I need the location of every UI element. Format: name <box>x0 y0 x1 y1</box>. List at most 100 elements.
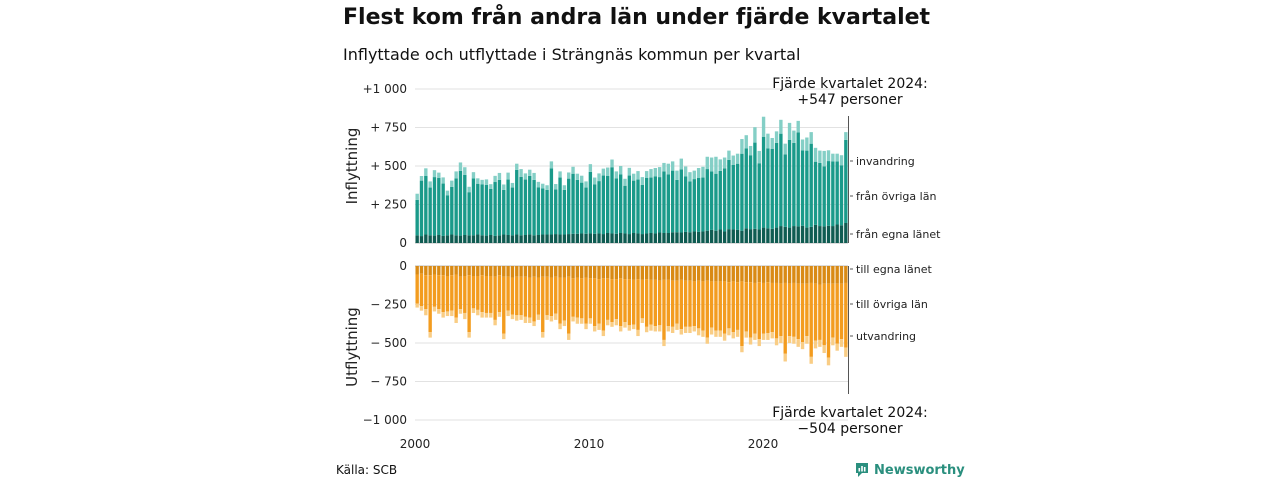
bar-outflow-segment <box>497 266 502 276</box>
bar-inflow-segment <box>731 164 735 230</box>
bar-outflow-segment <box>588 318 593 324</box>
bar-outflow-segment <box>506 310 510 317</box>
bar-outflow-segment <box>727 328 731 336</box>
bar-inflow-segment <box>787 227 792 243</box>
bar-outflow-segment <box>644 326 649 333</box>
bar-outflow-segment <box>424 309 428 316</box>
bar-inflow-segment <box>662 171 666 233</box>
bar-outflow-segment <box>506 266 510 277</box>
bar-outflow-segment <box>623 322 627 328</box>
bar-inflow-segment <box>623 233 627 243</box>
bar-outflow-segment <box>818 266 822 285</box>
bar-outflow-segment <box>631 324 636 330</box>
bar-outflow-segment <box>484 312 489 318</box>
bar-inflow-segment <box>770 228 774 243</box>
bar-inflow-segment <box>831 161 835 227</box>
bar-outflow-segment <box>787 266 792 284</box>
bar-outflow-segment <box>580 266 584 279</box>
bar-inflow-segment <box>450 186 454 235</box>
bar-inflow-segment <box>519 176 523 236</box>
bar-inflow-segment <box>610 167 614 234</box>
x-tick-label: 2000 <box>400 437 431 451</box>
bar-outflow-segment <box>766 266 770 283</box>
bar-inflow-segment <box>419 176 424 181</box>
bar-outflow-segment <box>493 266 497 277</box>
bar-inflow-segment <box>571 173 575 234</box>
bar-inflow-segment <box>636 171 640 180</box>
bar-outflow-segment <box>805 336 809 344</box>
bar-inflow-segment <box>575 173 580 180</box>
bar-outflow-segment <box>809 356 813 364</box>
bar-outflow-segment <box>718 330 722 337</box>
bar-inflow-segment <box>805 150 809 228</box>
bar-outflow-segment <box>735 266 740 283</box>
bar-outflow-segment <box>580 318 584 324</box>
bar-outflow-segment <box>532 266 536 277</box>
y-tick-label-inflow: 0 <box>399 236 407 250</box>
bar-inflow-segment <box>415 199 419 236</box>
bar-inflow-segment <box>497 172 502 180</box>
bar-outflow-segment <box>709 281 714 328</box>
bar-inflow-segment <box>826 161 831 226</box>
bar-inflow-segment <box>536 187 541 235</box>
bar-outflow-segment <box>562 266 567 278</box>
bar-outflow-segment <box>844 347 848 357</box>
bar-inflow-segment <box>580 233 584 243</box>
bar-inflow-segment <box>476 234 480 243</box>
bar-outflow-segment <box>779 283 783 337</box>
bar-outflow-segment <box>610 322 614 327</box>
bar-outflow-segment <box>601 266 606 279</box>
bar-outflow-segment <box>636 266 640 280</box>
bar-inflow-segment <box>502 234 506 243</box>
bar-inflow-segment <box>649 169 653 178</box>
bar-inflow-segment <box>463 167 467 175</box>
bar-inflow-segment <box>731 155 735 165</box>
bar-outflow-segment <box>432 306 437 312</box>
bar-outflow-segment <box>826 357 831 366</box>
bar-outflow-segment <box>506 276 510 311</box>
bar-outflow-segment <box>831 337 835 346</box>
bar-outflow-segment <box>601 278 606 331</box>
series-label: från egna länet <box>856 228 941 241</box>
bar-inflow-segment <box>675 179 679 233</box>
bar-outflow-segment <box>670 266 675 281</box>
bar-inflow-segment <box>519 169 523 177</box>
bar-outflow-segment <box>792 336 796 344</box>
bar-outflow-segment <box>636 329 640 337</box>
bar-inflow-segment <box>657 167 662 178</box>
annotation-top-line1: Fjärde kvartalet 2024: <box>772 76 928 92</box>
bar-inflow-segment <box>753 228 757 243</box>
bar-outflow-segment <box>528 317 532 323</box>
bar-inflow-segment <box>458 162 463 171</box>
bar-inflow-segment <box>510 187 515 236</box>
bar-outflow-segment <box>562 277 567 321</box>
bar-outflow-segment <box>822 283 826 346</box>
bar-inflow-segment <box>740 153 744 231</box>
bar-outflow-segment <box>489 266 493 277</box>
bar-outflow-segment <box>783 282 787 354</box>
bar-outflow-segment <box>722 266 727 282</box>
bar-outflow-segment <box>701 266 705 282</box>
bar-inflow-segment <box>640 234 645 243</box>
bar-outflow-segment <box>770 266 774 283</box>
bar-inflow-segment <box>666 163 670 175</box>
bar-outflow-segment <box>554 276 558 314</box>
bar-inflow-segment <box>424 168 428 177</box>
bar-outflow-segment <box>541 266 545 277</box>
bar-inflow-segment <box>593 184 597 234</box>
bar-inflow-segment <box>735 153 740 164</box>
bar-inflow-segment <box>831 226 835 243</box>
bar-outflow-segment <box>597 279 601 324</box>
bar-inflow-segment <box>549 234 554 243</box>
bar-inflow-segment <box>783 226 787 243</box>
bar-outflow-segment <box>575 317 580 324</box>
bar-inflow-segment <box>593 177 597 185</box>
bar-inflow-segment <box>415 235 419 243</box>
y-tick-label-inflow: +1 000 <box>363 82 407 96</box>
bar-inflow-segment <box>580 182 584 234</box>
bar-outflow-segment <box>627 279 632 326</box>
bar-inflow-segment <box>541 234 545 243</box>
bar-outflow-segment <box>805 283 809 337</box>
bar-inflow-segment <box>753 142 757 229</box>
bar-outflow-segment <box>757 266 761 283</box>
